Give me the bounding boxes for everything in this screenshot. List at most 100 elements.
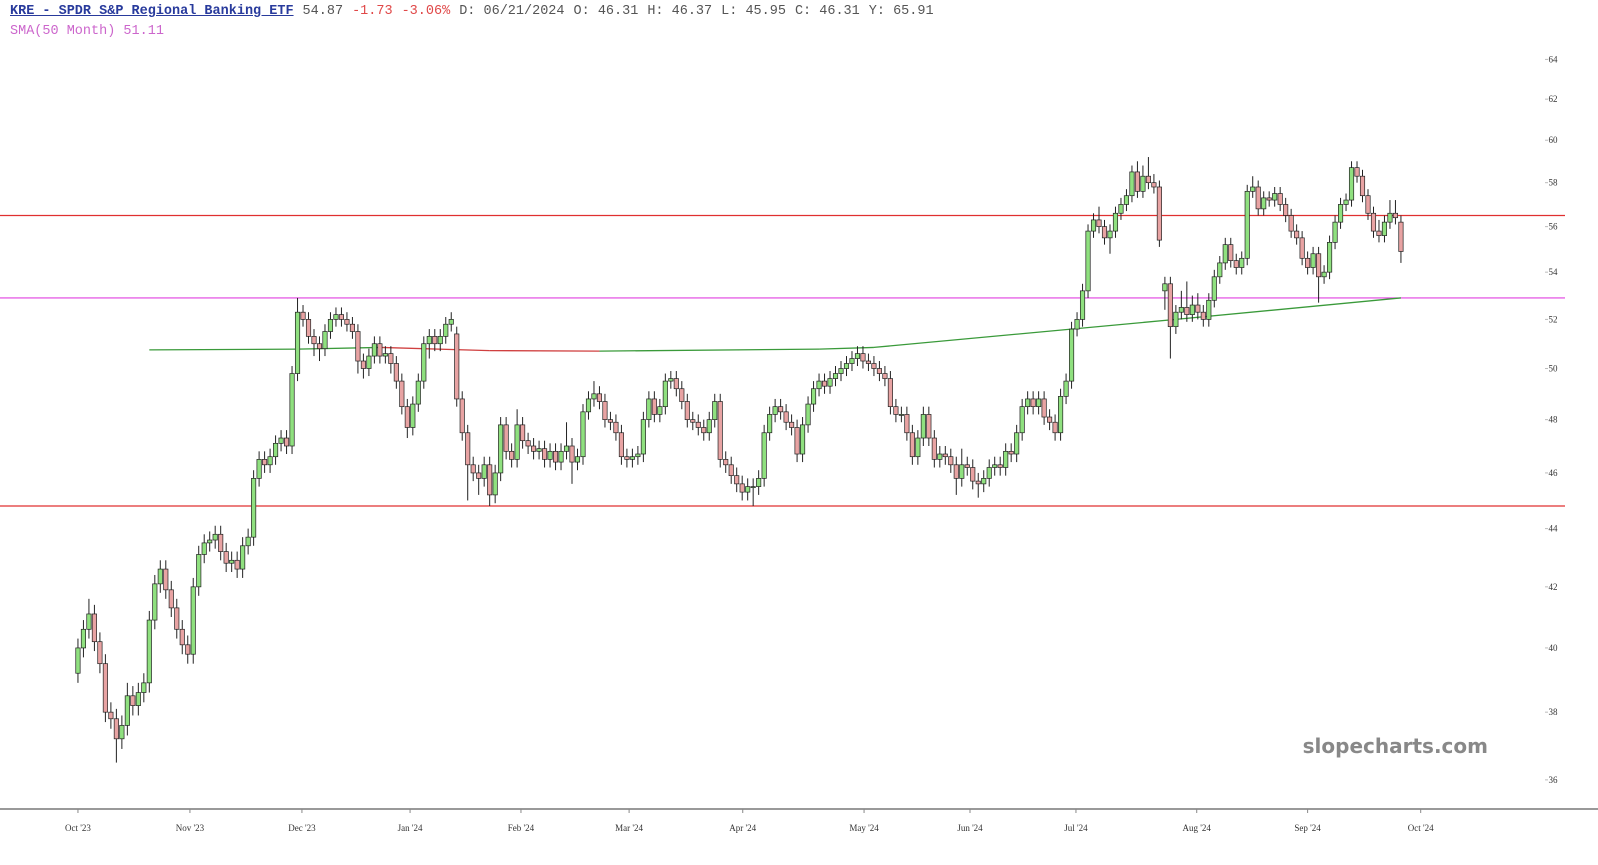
candle-body [1041, 398, 1047, 418]
candle-body [569, 445, 575, 463]
candle-body [1096, 219, 1102, 227]
candle-body [767, 414, 773, 434]
candle-body [223, 551, 229, 564]
y-tick-label: 44 [1549, 524, 1559, 534]
candle-body [141, 682, 147, 693]
candle-body [481, 464, 487, 479]
candle-body [1305, 257, 1311, 268]
candle-body [1189, 304, 1195, 315]
sma-segment [873, 318, 1176, 349]
candle-body [382, 353, 388, 357]
candle-body [547, 450, 553, 460]
candle-body [948, 456, 954, 466]
candle-body [1173, 311, 1179, 328]
candle-body [514, 424, 520, 460]
y-tick-label: 38 [1549, 707, 1559, 717]
candle-body [410, 403, 416, 428]
candle-body [113, 718, 119, 740]
candle-body [679, 388, 685, 402]
candle-body [289, 373, 295, 447]
candle-body [602, 401, 608, 420]
candle-body [981, 478, 987, 485]
candle-body [1392, 212, 1398, 219]
candle-body [1014, 432, 1020, 455]
candle-body [1387, 212, 1393, 223]
quote-field: -3.06% [401, 4, 451, 19]
candle-body [124, 695, 130, 726]
candle-body [635, 453, 641, 458]
x-tick-label: Feb '24 [508, 823, 535, 833]
candle-body [1316, 253, 1322, 278]
candle-body [454, 333, 460, 400]
candle-body [882, 373, 888, 379]
x-tick-label: Mar '24 [615, 823, 643, 833]
sma-segment [297, 346, 380, 350]
candle-body [1200, 311, 1206, 320]
candle-body [1277, 193, 1283, 205]
quote-field: C: 46.31 [794, 4, 860, 19]
candle-body [761, 432, 767, 479]
candle-body [591, 393, 597, 400]
candle-body [624, 456, 630, 460]
y-tick-label: 50 [1549, 364, 1559, 374]
candle-body [1222, 244, 1228, 264]
y-tick-label: 62 [1549, 94, 1558, 104]
candle-body [690, 419, 696, 423]
y-tick-label: 40 [1549, 643, 1559, 653]
candle-body [1019, 406, 1025, 434]
candle-body [251, 478, 257, 538]
candle-body [937, 453, 943, 460]
x-tick-label: May '24 [849, 823, 879, 833]
candle-body [657, 406, 663, 415]
candle-body [1288, 215, 1294, 232]
candle-body [542, 448, 548, 460]
candle-body [1112, 212, 1119, 232]
candle-body [811, 388, 817, 405]
candle-body [1069, 328, 1075, 382]
candle-body [536, 448, 542, 452]
quote-field: Y: 65.91 [868, 4, 934, 19]
candle-body [629, 456, 635, 460]
candle-body [388, 353, 394, 364]
candle-body [135, 692, 141, 706]
candle-body [509, 450, 515, 460]
candle-body [316, 343, 323, 349]
candle-body [926, 414, 932, 439]
candle-body [651, 398, 657, 415]
y-tick-label: 52 [1549, 314, 1558, 324]
candle-body [190, 586, 196, 655]
candle-body [904, 414, 910, 434]
candle-body [1129, 171, 1135, 197]
x-tick-label: Nov '23 [176, 823, 205, 833]
candle-body [448, 319, 454, 325]
candle-body [1090, 219, 1097, 232]
candle-body [849, 358, 855, 364]
candle-body [146, 619, 152, 684]
candle-body [305, 319, 312, 337]
candle-body [1156, 186, 1162, 241]
candle-body [207, 539, 213, 544]
candle-body [1085, 230, 1091, 292]
symbol-title[interactable]: KRE - SPDR S&P Regional Banking ETF [10, 4, 294, 19]
candle-body [1058, 396, 1064, 434]
x-tick-label: Oct '24 [1408, 823, 1434, 833]
candle-body [459, 398, 465, 434]
candle-body [805, 403, 811, 426]
candle-body [750, 486, 756, 488]
quote-field: -1.73 [352, 4, 393, 19]
candle-body [816, 380, 822, 390]
candle-body [992, 464, 998, 468]
candle-body [240, 545, 246, 570]
candle-body [278, 437, 284, 444]
candle-body [421, 343, 427, 382]
candle-body [1239, 257, 1245, 268]
candle-body [607, 419, 613, 423]
candle-body [97, 641, 103, 665]
candle-body [294, 311, 301, 374]
x-tick-label: Jul '24 [1064, 823, 1088, 833]
candle-body [333, 314, 339, 320]
sma-segment [599, 348, 820, 352]
x-tick-label: Dec '23 [288, 823, 316, 833]
candle-body [1151, 182, 1157, 188]
candle-body [596, 393, 603, 402]
